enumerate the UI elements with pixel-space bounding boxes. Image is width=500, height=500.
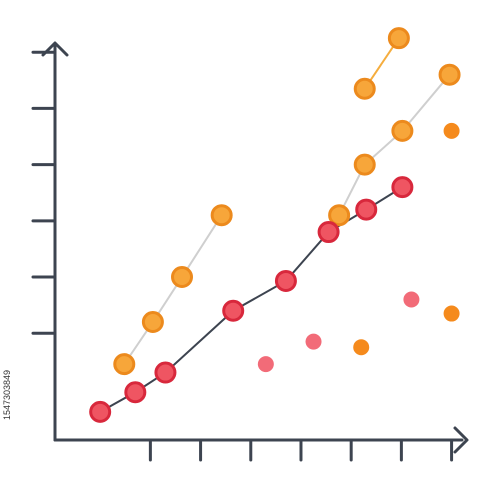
series-3-point-1	[124, 381, 147, 404]
series-5-point-2	[443, 122, 460, 139]
series-3-point-4	[274, 269, 297, 292]
series-4-point-1	[305, 333, 322, 350]
series-3-point-6	[355, 198, 378, 221]
series-0-point-2	[171, 266, 194, 289]
series-2-point-0	[328, 204, 351, 227]
series-2-point-1	[353, 153, 376, 176]
series-3-point-5	[317, 221, 340, 244]
series-2-point-3	[438, 63, 461, 86]
series-0-point-1	[141, 310, 164, 333]
series-3-point-3	[222, 299, 245, 322]
series-3-line	[99, 186, 403, 413]
series-1-point-1	[387, 27, 410, 50]
series-2-point-2	[391, 119, 414, 142]
series-2-line	[338, 74, 451, 216]
x-axis-arrow-icon	[453, 426, 469, 454]
stock-id-text: 1547303849	[2, 369, 12, 421]
series-3-point-7	[391, 176, 414, 199]
series-0-point-0	[113, 353, 136, 376]
series-0-line	[123, 214, 223, 365]
series-3-point-0	[89, 400, 112, 423]
series-3-point-2	[154, 361, 177, 384]
series-5-point-1	[443, 305, 460, 322]
series-0-point-3	[210, 204, 233, 227]
series-5-point-0	[353, 339, 370, 356]
series-4-point-0	[257, 356, 274, 373]
series-4-point-2	[403, 291, 420, 308]
series-1-point-0	[353, 77, 376, 100]
